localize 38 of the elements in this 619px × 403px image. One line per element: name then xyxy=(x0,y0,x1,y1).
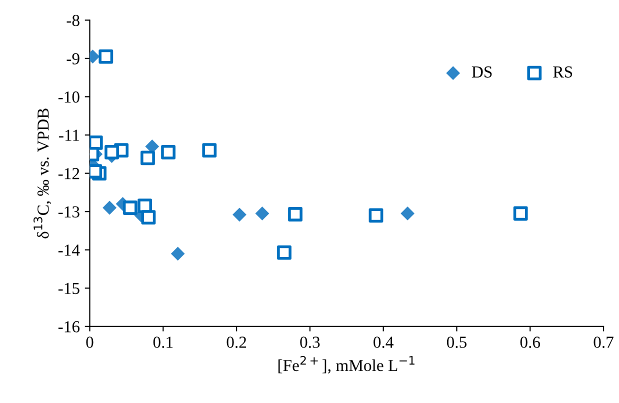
y-tick-label: -11 xyxy=(59,130,80,141)
point xyxy=(102,200,117,215)
x-tick-label: 0.6 xyxy=(520,336,540,348)
point xyxy=(255,206,270,220)
point xyxy=(141,210,156,225)
point xyxy=(140,150,155,166)
point xyxy=(202,143,217,158)
x-tick-label: 0.4 xyxy=(374,336,394,348)
x-tick-label: 0.3 xyxy=(300,336,320,348)
y-tick-label: -9 xyxy=(66,53,80,64)
y-tick-label: -16 xyxy=(58,321,80,332)
y-tick-label: -13 xyxy=(58,206,80,218)
x-tick-label: 0.7 xyxy=(594,336,614,348)
x-tick-label: 0 xyxy=(86,336,94,348)
y-tick-label: -8 xyxy=(66,14,80,26)
x-tick-label: 0.2 xyxy=(226,336,246,348)
point xyxy=(232,208,246,222)
point xyxy=(90,164,102,179)
point xyxy=(288,207,302,222)
legend-label: RS xyxy=(553,66,572,78)
point xyxy=(98,49,114,64)
point xyxy=(400,206,415,220)
point xyxy=(104,145,119,160)
point xyxy=(161,145,176,160)
point xyxy=(122,200,138,215)
y-tick-label: -14 xyxy=(58,244,80,256)
y-tick-label: -15 xyxy=(58,282,80,294)
y-tick-label: -12 xyxy=(58,168,80,180)
point xyxy=(277,245,292,260)
x-tick-label: 0.5 xyxy=(446,336,466,348)
point xyxy=(368,208,384,223)
point xyxy=(170,246,185,261)
y-axis-title: δ$^{13}$C, ‰ vs. VPDB xyxy=(34,108,52,238)
y-tick-label: -10 xyxy=(58,91,80,103)
x-axis-title: [Fe$^{2+}$], mMole L$^{−1}$ xyxy=(278,356,414,374)
point xyxy=(513,206,528,221)
x-tick-label: 0.1 xyxy=(153,336,173,348)
legend-label: DS xyxy=(472,66,492,78)
